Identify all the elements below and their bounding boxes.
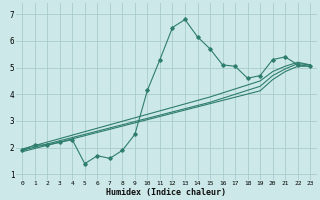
X-axis label: Humidex (Indice chaleur): Humidex (Indice chaleur) bbox=[106, 188, 226, 197]
